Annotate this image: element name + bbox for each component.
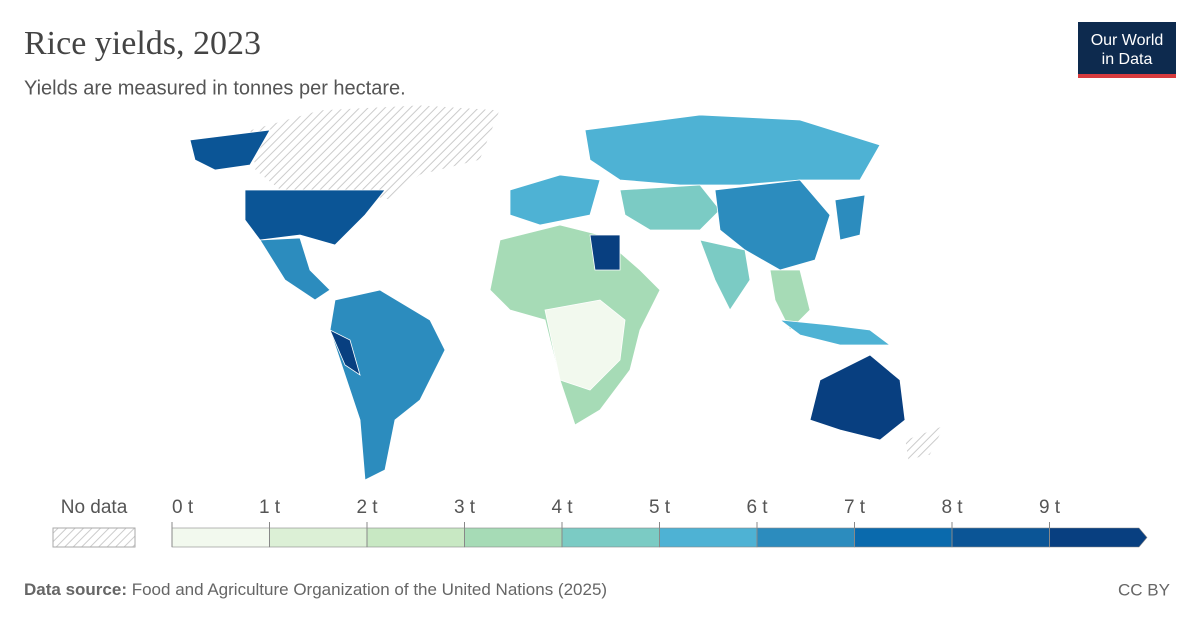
legend-tick-label: 9 t	[1039, 497, 1061, 518]
legend-tick-label: 4 t	[551, 497, 573, 518]
source-text: Food and Agriculture Organization of the…	[132, 580, 607, 599]
legend: No data 0 t 1 t 2 t 3 t 4 t 5 t 6 t 7 t 8 t 9 t	[52, 497, 1148, 548]
legend-bin	[659, 527, 758, 548]
logo: Our World in Data	[1078, 22, 1176, 78]
license: CC BY	[1118, 580, 1170, 599]
source-label: Data source:	[24, 580, 127, 599]
legend-bin	[366, 527, 465, 548]
legend-bin	[951, 527, 1050, 548]
legend-tick-label: 1 t	[259, 497, 281, 518]
legend-tick-label: 2 t	[356, 497, 378, 518]
legend-bin	[561, 527, 660, 548]
title: Rice yields, 2023	[24, 25, 261, 62]
logo-text: Our World	[1091, 32, 1164, 49]
legend-tick-label: 0 t	[172, 497, 194, 518]
source: Data source: Food and Agriculture Organi…	[24, 580, 607, 599]
logo-text: in Data	[1102, 51, 1153, 68]
legend-tick-label: 8 t	[941, 497, 963, 518]
legend-bin	[171, 527, 270, 548]
no-data-swatch	[52, 527, 136, 548]
legend-bin	[854, 527, 953, 548]
legend-tick-label: 5 t	[649, 497, 671, 518]
subtitle: Yields are measured in tonnes per hectar…	[24, 77, 406, 99]
legend-bin	[756, 527, 855, 548]
legend-bin	[464, 527, 563, 548]
legend-label: No data	[61, 497, 128, 518]
legend-bin	[1049, 527, 1148, 548]
legend-tick-label: 6 t	[746, 497, 768, 518]
map	[189, 104, 946, 481]
legend-bin	[269, 527, 368, 548]
legend-tick-label: 7 t	[844, 497, 866, 518]
legend-tick-label: 3 t	[454, 497, 476, 518]
